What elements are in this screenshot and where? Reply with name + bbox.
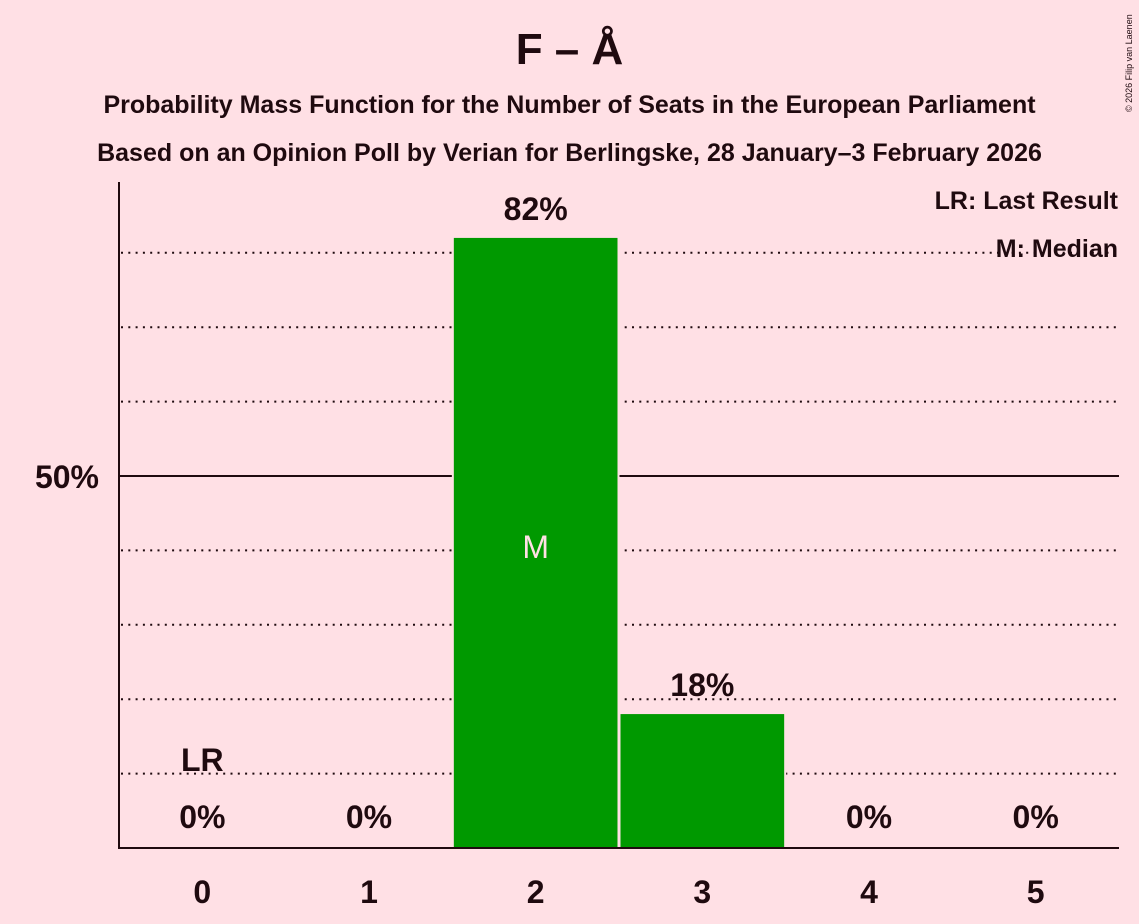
value-label: 0% — [179, 799, 225, 835]
legend-last-result: LR: Last Result — [935, 187, 1119, 215]
bars — [451, 237, 787, 849]
x-tick-label: 0 — [193, 874, 211, 910]
value-label: 0% — [346, 799, 392, 835]
x-tick-label: 3 — [693, 874, 711, 910]
bar-seats-3 — [620, 714, 785, 848]
x-tick-label: 5 — [1027, 874, 1045, 910]
value-label: 82% — [504, 191, 568, 227]
chart-subtitle-line1: Probability Mass Function for the Number… — [103, 91, 1036, 119]
chart-subtitle-line2: Based on an Opinion Poll by Verian for B… — [97, 139, 1042, 167]
median-marker: M — [522, 529, 549, 565]
x-tick-label: 2 — [527, 874, 545, 910]
value-label: 18% — [670, 667, 734, 703]
y-tick-label: 50% — [35, 459, 99, 495]
bar-seats-2 — [453, 237, 618, 849]
legend-median: M: Median — [996, 235, 1118, 263]
value-label: 0% — [846, 799, 892, 835]
x-tick-label: 1 — [360, 874, 378, 910]
value-label: 0% — [1013, 799, 1059, 835]
chart-title: F – Å — [515, 25, 624, 74]
last-result-marker: LR — [181, 742, 224, 778]
axes — [118, 182, 1119, 849]
x-tick-label: 4 — [860, 874, 878, 910]
labels: 50% 0% 0 0% 1 82% 2 18% 3 0% 4 0% 5 LR M — [35, 191, 1059, 910]
